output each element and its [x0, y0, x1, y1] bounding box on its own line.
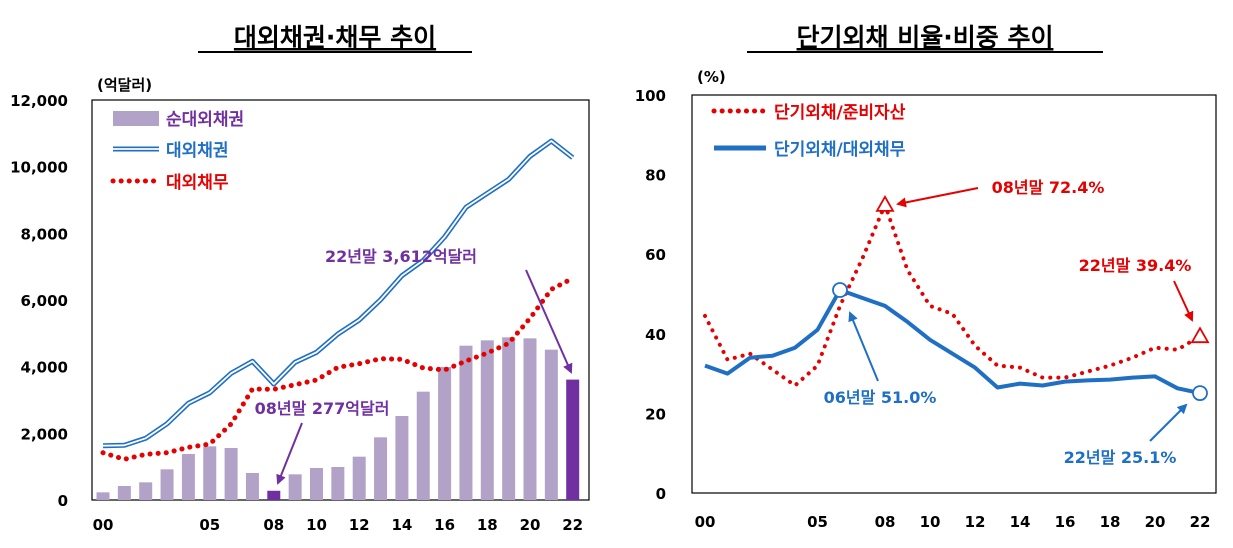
left-x-tick-label: 18 [477, 516, 498, 534]
bar-net-external-claims [267, 490, 281, 500]
bar-net-external-claims [203, 446, 217, 500]
right-chart: 단기외채 비율·비중 추이 (%) 0 20 40 60 80 100 00 05 08 10 1… [635, 23, 1217, 531]
bar-net-external-claims [459, 345, 473, 500]
circle-marker [1192, 385, 1208, 402]
left-x-tick-label: 00 [93, 516, 114, 534]
left-x-ticks: 00 05 08 10 12 14 16 18 20 22 [93, 516, 584, 534]
left-x-tick-label: 20 [520, 516, 541, 534]
right-x-tick-label: 12 [965, 513, 986, 531]
annotation-22-debt-share: 22년말 25.1% [1064, 448, 1177, 467]
left-y-ticks: 0 2,000 4,000 6,000 8,000 10,000 12,000 [10, 92, 68, 510]
circle-marker [832, 282, 848, 298]
left-y-tick-label: 2,000 [21, 425, 68, 443]
right-x-tick-label: 00 [695, 513, 716, 531]
annotation-08-reserve-ratio: 08년말 72.4% [992, 178, 1105, 197]
bar-net-external-claims [310, 468, 323, 500]
left-y-tick-label: 8,000 [21, 225, 68, 243]
bar-net-external-claims [224, 448, 238, 500]
right-y-tick-label: 40 [645, 326, 666, 344]
arrow-22-debt-share [1149, 403, 1188, 442]
bar-net-external-claims [288, 474, 302, 500]
right-x-tick-label: 16 [1055, 513, 1076, 531]
right-chart-title: 단기외채 비율·비중 추이 [797, 23, 1054, 52]
right-y-tick-label: 60 [645, 246, 666, 264]
left-x-tick-label: 12 [349, 516, 370, 534]
bar-net-external-claims [523, 338, 537, 500]
bar-net-external-claims [160, 469, 174, 500]
right-x-tick-label: 14 [1010, 513, 1031, 531]
right-y-tick-label: 80 [645, 167, 666, 185]
annotation-08-net-claims: 08년말 277억달러 [255, 399, 390, 418]
left-bars [96, 337, 580, 500]
bar-net-external-claims [502, 337, 516, 500]
left-lines [100, 138, 576, 462]
left-x-tick-label: 08 [263, 516, 284, 534]
right-x-tick-label: 18 [1100, 513, 1121, 531]
left-y-tick-label: 12,000 [10, 92, 68, 110]
bar-net-external-claims [181, 454, 195, 500]
right-y-ticks: 0 20 40 60 80 100 [635, 87, 666, 503]
bar-net-external-claims [566, 379, 580, 500]
bar-net-external-claims [395, 416, 409, 500]
annotation-22-reserve-ratio: 22년말 39.4% [1079, 256, 1192, 275]
right-x-tick-label: 20 [1145, 513, 1166, 531]
right-ylabel: (%) [697, 68, 726, 86]
bar-net-external-claims [480, 340, 494, 500]
right-legend: 단기외채/준비자산 단기외채/대외채무 [711, 103, 906, 160]
right-x-tick-label: 22 [1190, 513, 1211, 531]
legend-label-reserve-ratio: 단기외채/준비자산 [774, 103, 906, 123]
annotation-06-debt-share: 06년말 51.0% [824, 388, 937, 407]
line-short-term-to-total-debt [704, 288, 1201, 396]
bar-net-external-claims [374, 437, 388, 500]
arrow-08-net-claims [276, 422, 303, 485]
annotation-22-net-claims: 22년말 3,612억달러 [325, 247, 477, 266]
legend-label-debt-share: 단기외채/대외채무 [774, 140, 906, 160]
bar-net-external-claims [331, 467, 345, 500]
bar-net-external-claims [245, 473, 259, 500]
triangle-marker [875, 195, 895, 212]
right-y-tick-label: 0 [656, 485, 666, 503]
left-chart: 대외채권·채무 추이 (억달러) 0 2,000 4,000 6,000 8,000 10… [10, 23, 590, 534]
left-y-tick-label: 10,000 [10, 159, 68, 177]
triangle-marker [1190, 326, 1210, 344]
bar-net-external-claims [544, 349, 558, 500]
bar-net-external-claims [438, 367, 452, 500]
left-x-tick-label: 16 [434, 516, 455, 534]
right-lines [703, 195, 1210, 402]
right-x-ticks: 00 05 08 10 12 14 16 18 20 22 [695, 513, 1211, 531]
bar-net-external-claims [139, 482, 153, 500]
left-x-tick-label: 10 [306, 516, 327, 534]
bar-net-external-claims [416, 391, 430, 500]
left-y-tick-label: 6,000 [21, 292, 68, 310]
left-x-tick-label: 05 [199, 516, 220, 534]
right-x-tick-label: 05 [807, 513, 828, 531]
right-plot-frame [691, 94, 1217, 494]
left-x-tick-label: 14 [391, 516, 412, 534]
bar-net-external-claims [352, 456, 366, 500]
right-x-tick-label: 08 [875, 513, 896, 531]
line-external-debt [100, 275, 576, 462]
left-legend: 순대외채권 대외채권 대외채무 [110, 110, 244, 193]
bar-net-external-claims [117, 486, 131, 500]
right-y-tick-label: 20 [645, 405, 666, 423]
right-y-tick-label: 100 [635, 87, 666, 105]
line-external-claims-inner [102, 140, 574, 447]
arrow-06-debt-share [848, 311, 879, 382]
left-y-tick-label: 0 [58, 492, 68, 510]
right-x-tick-label: 10 [920, 513, 941, 531]
legend-swatch-net-claims [113, 111, 159, 126]
left-y-tick-label: 4,000 [21, 359, 68, 377]
arrow-08-reserve-ratio [896, 187, 979, 208]
arrow-22-reserve-ratio [1173, 280, 1194, 322]
legend-label-debt: 대외채무 [166, 173, 229, 193]
arrow-22-net-claims [525, 269, 573, 374]
left-ylabel: (억달러) [97, 76, 152, 94]
legend-label-net-claims: 순대외채권 [166, 110, 244, 130]
legend-label-claims: 대외채권 [166, 141, 229, 161]
left-chart-title: 대외채권·채무 추이 [234, 23, 436, 52]
bar-net-external-claims [96, 492, 110, 500]
left-x-tick-label: 22 [562, 516, 583, 534]
